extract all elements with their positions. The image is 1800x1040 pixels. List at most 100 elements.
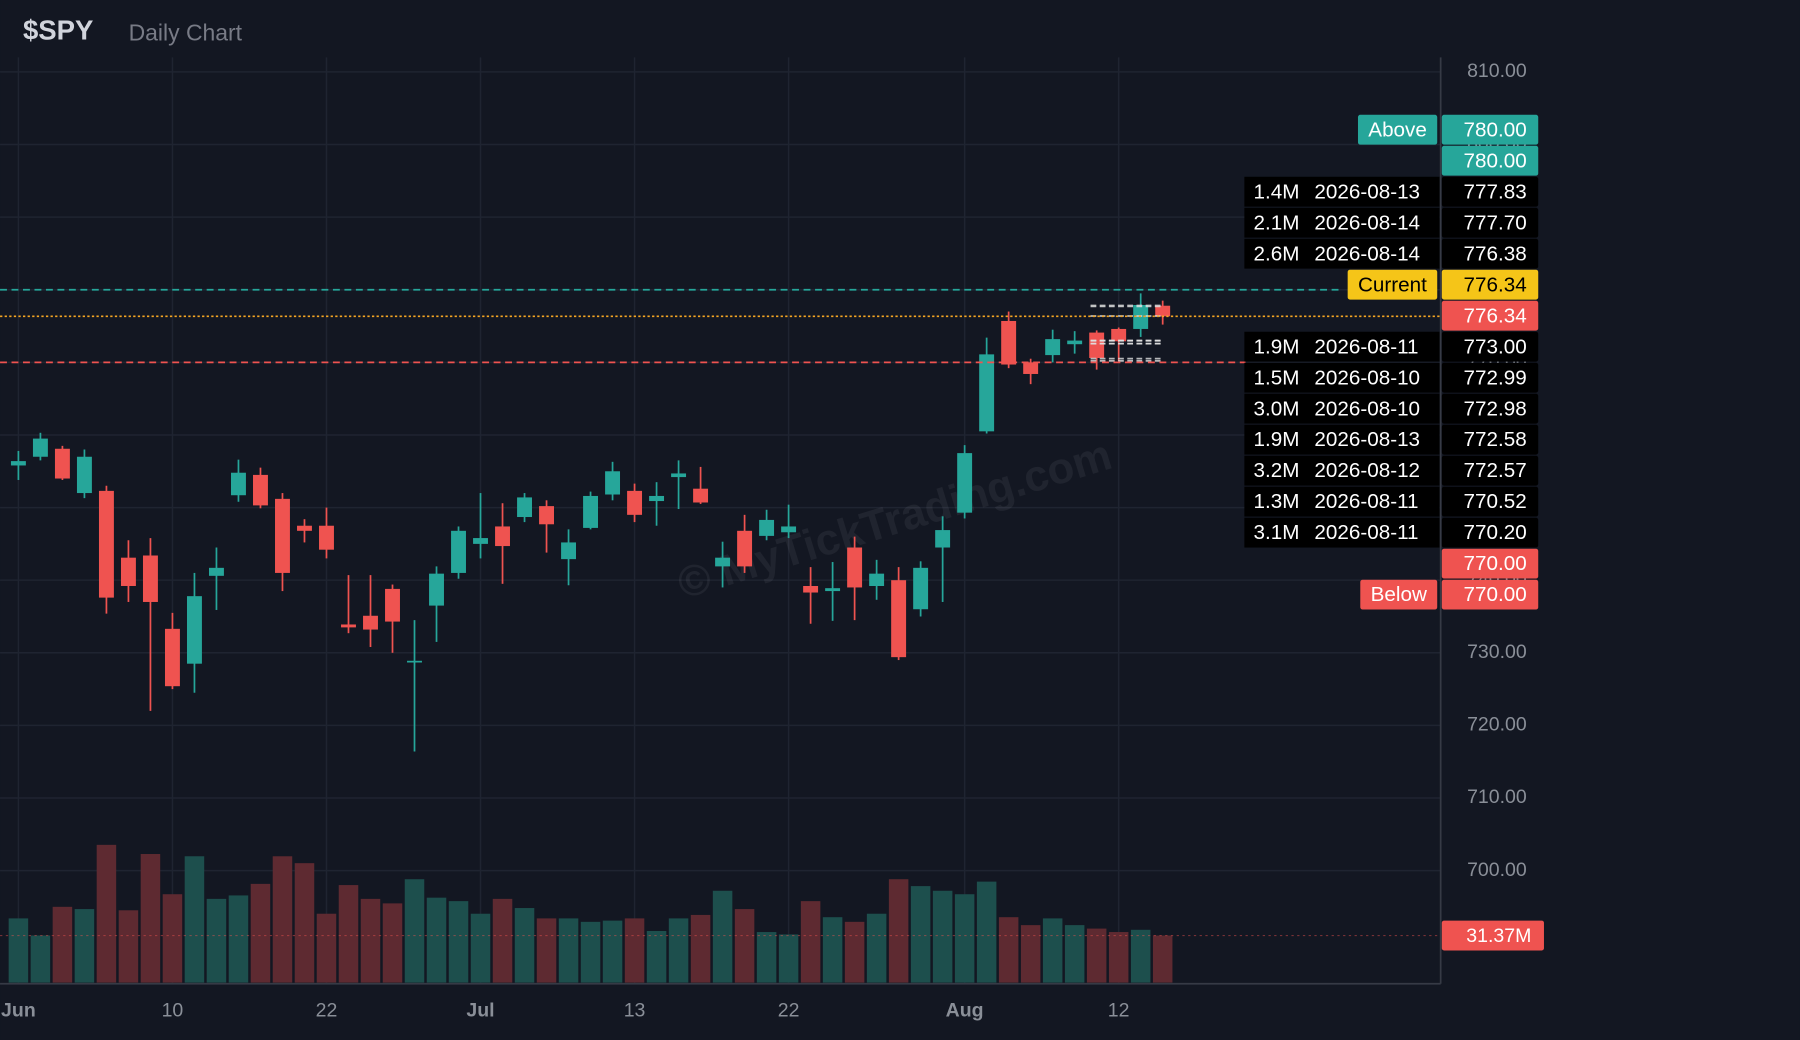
x-tick-label: 12 bbox=[1108, 999, 1130, 1021]
volume-bar bbox=[602, 920, 623, 983]
candle-body bbox=[891, 580, 907, 658]
price-label-box bbox=[1441, 331, 1539, 362]
order-qty: 1.5M bbox=[1254, 366, 1300, 389]
volume-bar bbox=[426, 897, 447, 983]
candle-body bbox=[869, 573, 885, 586]
candle-body bbox=[1001, 320, 1017, 365]
candle-body bbox=[1089, 332, 1105, 359]
volume-bar bbox=[1064, 925, 1085, 983]
volume-bar bbox=[470, 913, 491, 983]
volume-bar bbox=[1152, 935, 1173, 983]
y-tick-label: 700.00 bbox=[1467, 859, 1527, 881]
volume-bar bbox=[976, 881, 997, 983]
volume-bar bbox=[492, 898, 513, 983]
order-box bbox=[1244, 486, 1440, 517]
volume-bar bbox=[756, 932, 777, 983]
price-label-box bbox=[1441, 424, 1539, 455]
price-label: 776.34 bbox=[1464, 273, 1527, 296]
volume-bar bbox=[932, 890, 953, 983]
candle-body bbox=[693, 488, 709, 503]
order-box bbox=[1244, 362, 1440, 393]
price-label-box bbox=[1441, 300, 1539, 331]
price-label: 776.34 bbox=[1464, 304, 1527, 327]
volume-bar bbox=[184, 856, 205, 983]
candle-body bbox=[1067, 340, 1083, 345]
candle-body bbox=[186, 596, 202, 664]
volume-label: 31.37M bbox=[1466, 925, 1531, 947]
price-label-box bbox=[1441, 548, 1539, 579]
volume-bar bbox=[954, 894, 975, 983]
y-tick-label: 730.00 bbox=[1467, 641, 1527, 663]
order-qty: 1.4M bbox=[1254, 180, 1300, 203]
order-box bbox=[1244, 176, 1440, 207]
y-tick-label: 710.00 bbox=[1467, 786, 1527, 808]
volume-bar bbox=[52, 906, 73, 983]
order-date: 2026-08-11 bbox=[1314, 335, 1418, 358]
price-label-box bbox=[1441, 579, 1539, 610]
candle-body bbox=[979, 354, 995, 432]
volume-bar bbox=[1108, 932, 1129, 983]
x-tick-label: Jun bbox=[1, 999, 36, 1021]
candle-body bbox=[32, 438, 48, 457]
order-date: 2026-08-10 bbox=[1314, 397, 1420, 420]
price-label: 776.38 bbox=[1464, 242, 1527, 265]
tag-label: Below bbox=[1371, 583, 1427, 606]
volume-bar bbox=[250, 883, 271, 983]
candle-body bbox=[275, 498, 290, 573]
price-label-box bbox=[1441, 517, 1539, 548]
order-qty: 2.1M bbox=[1254, 211, 1300, 234]
candle-body bbox=[781, 526, 797, 533]
tag-label: Above bbox=[1368, 118, 1427, 141]
order-date: 2026-08-14 bbox=[1314, 242, 1420, 265]
candle-body bbox=[10, 461, 26, 466]
order-date: 2026-08-14 bbox=[1314, 211, 1420, 234]
candle-body bbox=[54, 448, 70, 479]
volume-bar bbox=[536, 918, 557, 983]
volume-bar bbox=[712, 890, 733, 983]
candle-body bbox=[1023, 362, 1039, 374]
order-box bbox=[1244, 207, 1440, 238]
y-tick-label: 810.00 bbox=[1467, 60, 1527, 82]
order-date: 2026-08-13 bbox=[1314, 428, 1420, 451]
volume-bar bbox=[778, 934, 799, 983]
volume-bar bbox=[294, 863, 315, 983]
chart-subtitle: Daily Chart bbox=[129, 19, 243, 45]
order-date: 2026-08-12 bbox=[1314, 459, 1420, 482]
candle-body bbox=[341, 624, 356, 628]
volume-bar bbox=[228, 895, 249, 983]
volume-bar bbox=[272, 856, 293, 983]
price-label: 772.98 bbox=[1464, 397, 1527, 420]
volume-bar bbox=[360, 898, 381, 983]
price-label: 770.20 bbox=[1464, 521, 1527, 544]
candle-body bbox=[715, 557, 731, 567]
price-label: 770.52 bbox=[1464, 490, 1527, 513]
chart-title: $SPY bbox=[23, 14, 93, 45]
volume-bar bbox=[800, 901, 821, 983]
volume-bar bbox=[448, 901, 469, 983]
volume-bar bbox=[162, 894, 183, 983]
candle-body bbox=[737, 530, 753, 567]
price-label-box bbox=[1441, 455, 1539, 486]
candle-body bbox=[825, 588, 841, 592]
order-qty: 3.2M bbox=[1254, 459, 1300, 482]
volume-bar bbox=[316, 913, 337, 983]
volume-bar bbox=[822, 917, 843, 983]
candle-body bbox=[627, 490, 643, 515]
order-box bbox=[1244, 331, 1440, 362]
order-box bbox=[1244, 455, 1440, 486]
candle-body bbox=[473, 538, 488, 544]
candle-body bbox=[231, 472, 246, 496]
order-qty: 3.1M bbox=[1254, 521, 1300, 544]
side-labels: 780.00 Above 780.00 777.83 1.4M 2026-08-13 777… bbox=[1244, 114, 1539, 610]
candle-body bbox=[164, 628, 180, 687]
volume-bar bbox=[514, 908, 535, 983]
price-label: 777.70 bbox=[1464, 211, 1527, 234]
candle-body bbox=[76, 456, 92, 494]
candle-body bbox=[407, 660, 422, 663]
candle-body bbox=[120, 557, 136, 586]
candle-body bbox=[142, 555, 158, 602]
volume-bar bbox=[1086, 928, 1107, 983]
candle-body bbox=[429, 573, 444, 606]
order-box bbox=[1244, 393, 1440, 424]
volume-label-box bbox=[1441, 920, 1544, 951]
